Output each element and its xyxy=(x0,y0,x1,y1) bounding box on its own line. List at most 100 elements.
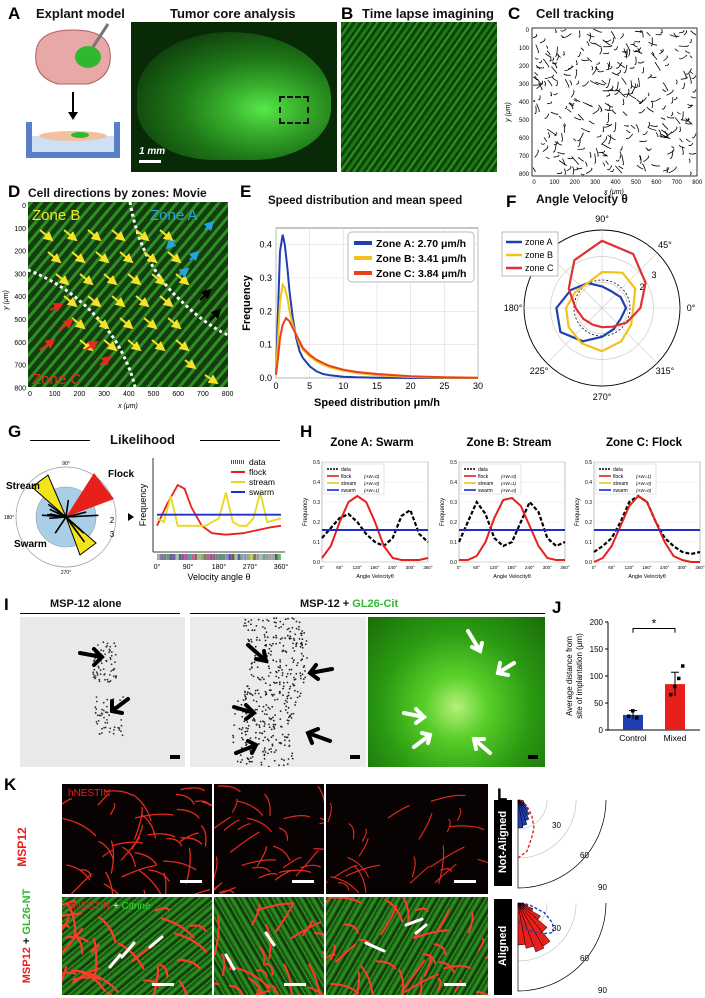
cell-dot xyxy=(99,673,102,675)
legend-label: data xyxy=(613,467,623,473)
track-line xyxy=(602,127,605,132)
cell-dot xyxy=(284,736,286,738)
y-tick-label: 0.4 xyxy=(585,480,592,486)
fiber xyxy=(237,823,252,831)
cell-dot xyxy=(281,637,284,639)
track-line xyxy=(586,40,590,47)
track-line xyxy=(642,163,646,172)
series-line-0 xyxy=(457,499,566,548)
y-tick-label: 50 xyxy=(594,699,603,708)
panel-i-line-alone xyxy=(20,613,180,614)
cell-dot xyxy=(121,734,124,737)
x-tick-label: 120° xyxy=(353,565,363,570)
track-line xyxy=(681,146,684,155)
cell-dot xyxy=(242,699,245,702)
cell-dot xyxy=(263,730,266,733)
track-line xyxy=(534,57,539,60)
cell-dot xyxy=(96,700,98,703)
fiber xyxy=(158,963,169,978)
series-line-1 xyxy=(321,494,429,561)
cell-dot xyxy=(279,642,281,644)
cell-dot xyxy=(246,757,249,760)
cell-dot xyxy=(96,722,99,725)
track-line xyxy=(632,44,638,48)
fiber xyxy=(457,807,462,821)
fiber xyxy=(410,865,430,884)
track-line xyxy=(670,97,674,104)
cell-dot xyxy=(261,626,264,628)
fiber xyxy=(258,873,278,879)
cell-dot xyxy=(106,705,108,708)
track-line xyxy=(586,33,595,38)
cell-dot xyxy=(292,661,295,663)
cell-dot xyxy=(255,723,258,726)
track-line xyxy=(661,123,669,130)
fiber xyxy=(251,903,261,926)
track-line xyxy=(551,77,557,82)
track-line xyxy=(602,154,607,157)
track-line xyxy=(631,83,636,93)
tick-label: 300 xyxy=(519,82,530,88)
cell-dot xyxy=(304,676,307,679)
cell-dot xyxy=(265,631,268,634)
track-line xyxy=(551,66,558,74)
cell-dot xyxy=(279,718,282,720)
track-line xyxy=(545,45,549,50)
cell-dot xyxy=(290,668,293,671)
tick-label: 200 xyxy=(570,180,581,186)
track-line xyxy=(552,61,557,66)
legend-label: swarm xyxy=(249,487,274,497)
track-line xyxy=(578,30,581,38)
x-tick-label: 240° xyxy=(660,565,670,570)
cell-dot xyxy=(271,694,274,697)
cell-dot xyxy=(278,627,280,629)
cell-dot xyxy=(267,652,270,655)
tick-label: 800 xyxy=(519,172,530,178)
track-line xyxy=(570,102,575,105)
cell-dot xyxy=(280,726,283,728)
cell-dot xyxy=(298,625,300,628)
cell-dot xyxy=(266,713,268,716)
fiber xyxy=(327,802,332,823)
cell-dot xyxy=(102,709,105,712)
legend-label: stream xyxy=(341,481,356,487)
cell-dot xyxy=(274,723,277,726)
cell-dot xyxy=(275,634,277,637)
y-tick-label: 0.3 xyxy=(313,500,320,506)
cell-dot xyxy=(301,646,304,649)
polar-arc xyxy=(517,902,577,962)
cell-dot xyxy=(282,681,285,684)
cell-dot xyxy=(301,644,303,647)
direction-arrow xyxy=(95,251,110,264)
fiber xyxy=(334,864,358,878)
tick-label: 300 xyxy=(590,180,601,186)
y-tick-label: 0.1 xyxy=(259,340,272,350)
series-line-0 xyxy=(321,508,429,548)
track-line xyxy=(595,147,599,157)
track-line xyxy=(604,108,614,111)
track-line xyxy=(547,79,553,87)
fiber xyxy=(133,806,143,840)
cell-dot xyxy=(95,720,98,723)
tick-label: 300 xyxy=(98,391,110,398)
cell-dot xyxy=(289,630,292,633)
angle-label: 180° xyxy=(4,515,14,521)
track-line xyxy=(654,61,661,71)
fiber xyxy=(272,845,291,862)
track-line xyxy=(681,82,685,89)
legend-tag: (AW=0) xyxy=(636,488,652,493)
track-line xyxy=(660,28,663,34)
track-line xyxy=(581,81,590,87)
direction-arrow xyxy=(209,308,222,321)
y-tick-label: 150 xyxy=(590,645,604,654)
direction-arrow xyxy=(167,317,182,330)
track-line xyxy=(586,57,593,63)
cell-dot xyxy=(275,675,278,678)
track-line xyxy=(688,142,694,147)
fiber xyxy=(300,864,321,869)
track-line xyxy=(660,117,666,120)
track-line xyxy=(621,154,624,166)
fiber xyxy=(274,902,295,933)
l-row-label-1: Not-Aligned xyxy=(497,810,509,874)
cell-dot xyxy=(263,713,266,715)
